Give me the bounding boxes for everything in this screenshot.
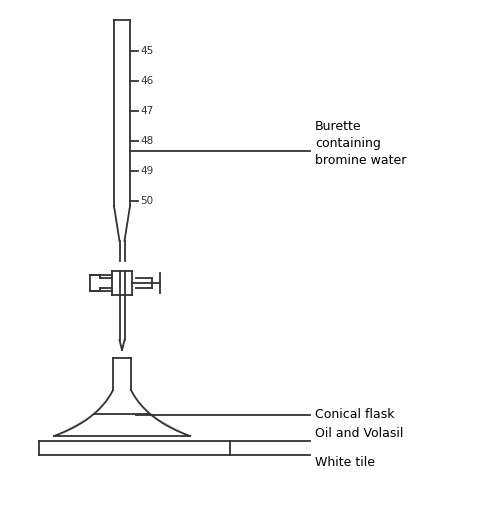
- Text: 45: 45: [140, 46, 153, 56]
- Text: 50: 50: [140, 196, 153, 206]
- Text: 48: 48: [140, 136, 153, 146]
- Polygon shape: [54, 414, 190, 436]
- Text: 47: 47: [140, 106, 153, 116]
- Text: 49: 49: [140, 166, 153, 176]
- Text: Conical flask: Conical flask: [315, 409, 395, 422]
- Text: White tile: White tile: [315, 456, 375, 469]
- Text: 46: 46: [140, 76, 153, 86]
- Text: Oil and Volasil: Oil and Volasil: [315, 427, 403, 440]
- Text: Burette
containing
bromine water: Burette containing bromine water: [315, 120, 407, 167]
